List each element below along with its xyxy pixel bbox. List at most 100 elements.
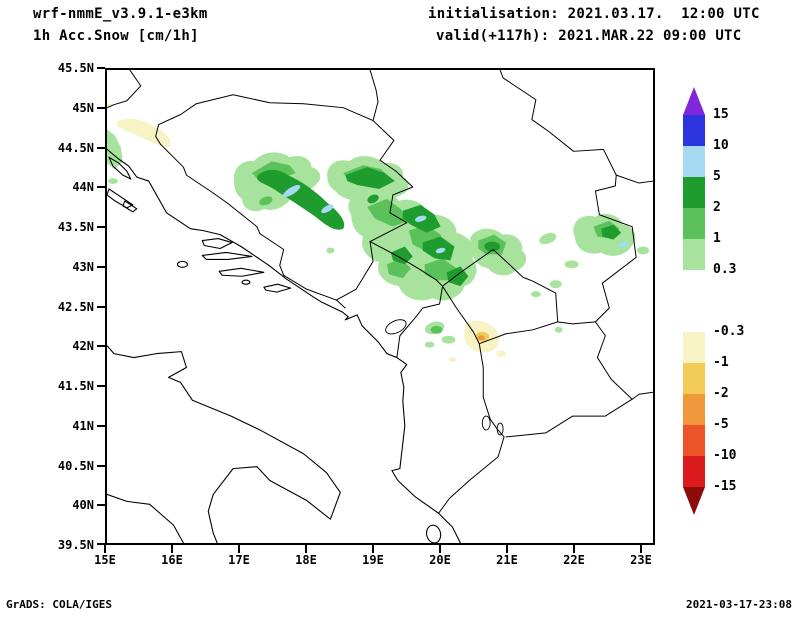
colorbar-arrow-bottom [683,487,705,515]
valid-time-label: valid(+117h): 2021.MAR.22 09:00 UTC [436,28,742,44]
colorbar-segment [683,363,705,394]
y-tick-label: 44N [72,180,94,194]
y-tick-label: 42.5N [57,300,94,314]
field-title: 1h Acc.Snow [cm/1h] [33,28,199,44]
colorbar-level-label: 0.3 [713,262,737,277]
x-tick-mark [372,545,374,553]
coast-adriatic-east [107,148,461,543]
x-tick-label: 15E [94,553,116,567]
init-time-label: initialisation: 2021.03.17. 12:00 UTC [428,6,760,22]
y-tick-mark [97,425,105,427]
island-lastovo [241,279,251,285]
colorbar-segment [683,146,705,177]
coast-italy-adriatic [107,345,341,543]
border-sava-croatia-bosnia [195,94,374,122]
border-romania-bulgaria-danube [615,174,653,184]
y-tick-label: 43.5N [57,220,94,234]
lake-prespa [496,422,504,436]
colorbar-level-label: -5 [713,417,729,432]
border-bulgaria-greece [631,391,653,400]
y-tick-mark [97,543,105,545]
colorbar-level-label: 5 [713,169,721,184]
border-macedonia-bulgaria [594,321,633,400]
y-tick-mark [97,306,105,308]
plot-area [105,68,655,545]
island-corfu [426,524,442,543]
snow-shading-layer [107,103,650,363]
border-croatia-bosnia-west [155,103,285,276]
y-tick-mark [97,226,105,228]
colorbar-segment [683,332,705,363]
shade-light-green-0.3-1 [107,129,650,348]
y-tick-mark [97,67,105,69]
shade-dark-green-2-5 [256,167,622,287]
lake-ohrid [481,415,491,431]
colorbar-segment [683,270,705,332]
border-montenegro-serbia [369,241,444,287]
lake-skadar [385,319,407,335]
island-korcula [218,267,265,277]
creation-timestamp: 2021-03-17-23:08 [686,598,792,611]
lakes [385,319,504,436]
shade-orange [477,335,485,341]
border-croatia-serbia [369,70,379,122]
x-tick-mark [104,545,106,553]
border-albania-kosovo [442,285,480,345]
island-dugi-otok [107,188,134,209]
colorbar-segment [683,239,705,270]
x-tick-mark [439,545,441,553]
y-tick-label: 44.5N [57,141,94,155]
country-borders [107,70,653,514]
border-bosnia-south [283,274,346,309]
colorbar-segment [683,115,705,146]
y-tick-mark [97,504,105,506]
island-mljet [263,283,292,293]
colorbar-level-label: -1 [713,355,729,370]
colorbar-segment [683,456,705,487]
y-tick-label: 41.5N [57,379,94,393]
x-tick-mark [573,545,575,553]
border-montenegro-albania [396,285,444,359]
colorbar-level-label: 15 [713,107,729,122]
colorbar-level-label: 10 [713,138,729,153]
y-tick-label: 43N [72,260,94,274]
y-tick-label: 45.5N [57,61,94,75]
border-serbia-bulgaria [594,174,637,323]
x-tick-label: 19E [362,553,384,567]
y-tick-label: 40N [72,498,94,512]
x-tick-label: 22E [563,553,585,567]
model-title: wrf-nmmE_v3.9.1-e3km [33,6,208,22]
colorbar-level-label: -0.3 [713,324,745,339]
x-tick-mark [640,545,642,553]
x-tick-mark [238,545,240,553]
islands [107,156,442,543]
island-hvar [201,251,253,260]
y-tick-mark [97,385,105,387]
border-albania-greece [438,436,505,514]
border-bosnia-montenegro [335,241,374,301]
colorbar-level-label: -2 [713,386,729,401]
y-tick-label: 39.5N [57,538,94,552]
y-tick-mark [97,266,105,268]
y-tick-mark [97,465,105,467]
colorbar-segment [683,208,705,239]
grads-credit: GrADS: COLA/IGES [6,598,112,611]
border-macedonia-greece [505,398,633,438]
colorbar-segment [683,177,705,208]
colorbar-level-label: -15 [713,479,737,494]
y-tick-mark [97,186,105,188]
shade-light-blue-5-10 [283,184,629,254]
island-pag [108,156,132,180]
colorbar-level-label: 1 [713,231,721,246]
border-serbia-macedonia [557,321,596,325]
colorbar-level-label: 2 [713,200,721,215]
island-kornati [122,200,138,213]
coast-italy-tyrrhenian [107,493,184,543]
colorbar-segment [683,394,705,425]
y-tick-mark [97,345,105,347]
border-drina-bosnia-serbia [369,120,414,243]
x-tick-label: 23E [630,553,652,567]
colorbar-level-label: -10 [713,448,737,463]
x-tick-label: 17E [228,553,250,567]
